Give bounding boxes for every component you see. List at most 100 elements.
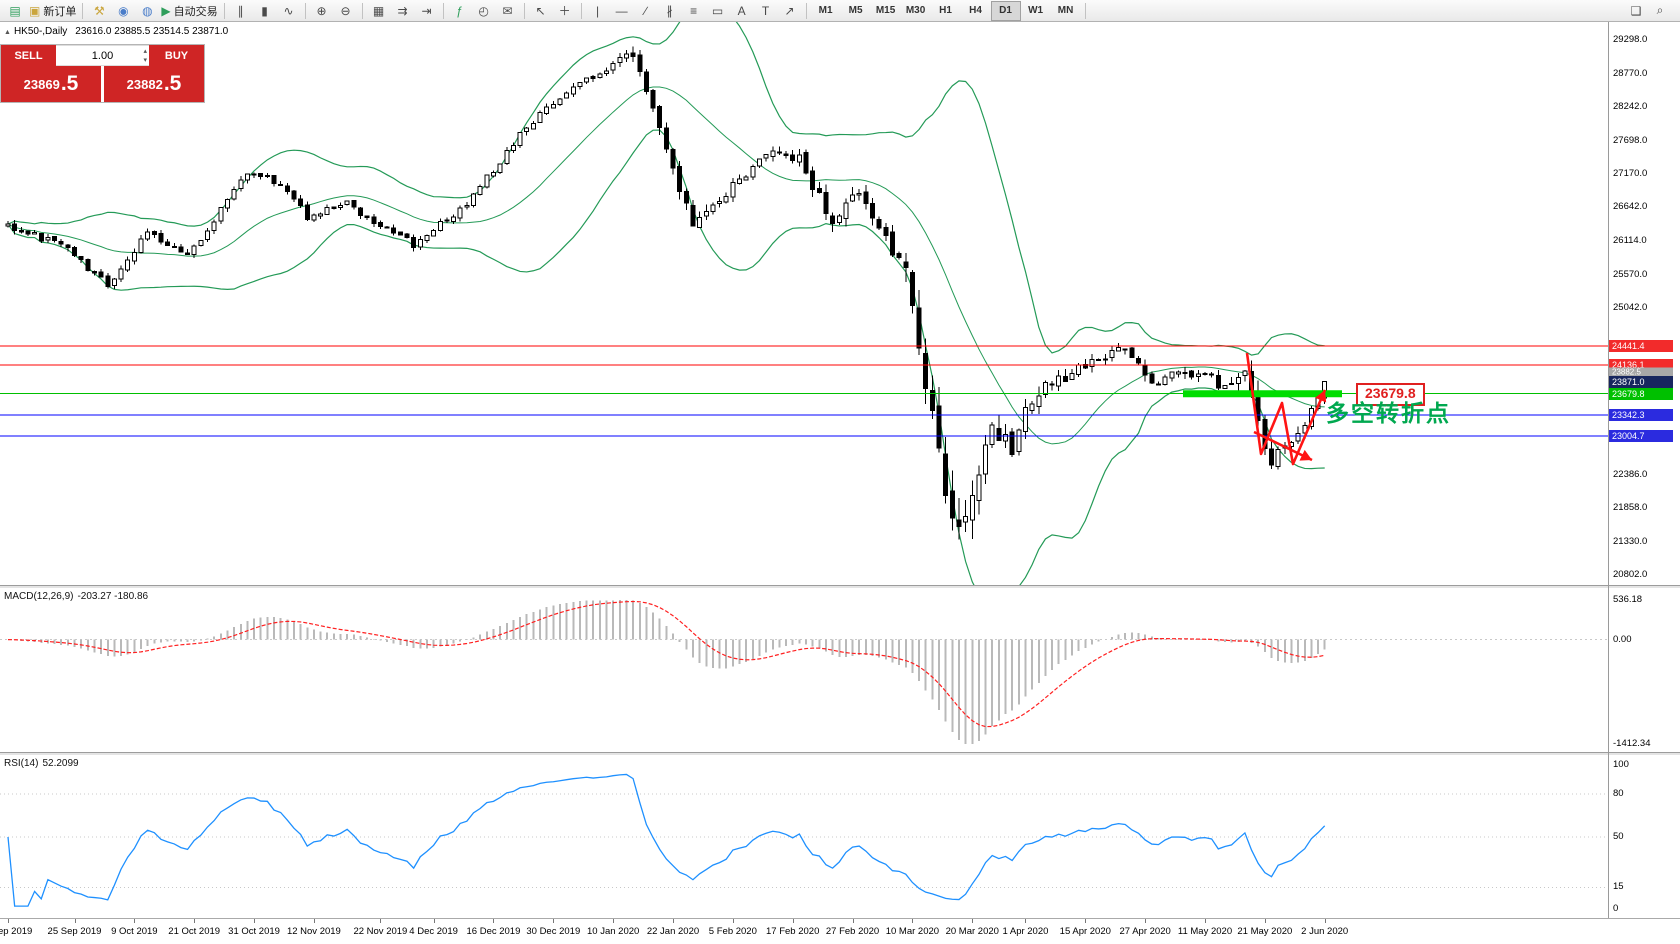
indicators-icon[interactable]: ƒ xyxy=(448,1,472,21)
timeframe-w1-button[interactable]: W1 xyxy=(1028,5,1044,16)
rsi-canvas[interactable] xyxy=(0,755,1608,918)
date-label: 11 May 2020 xyxy=(1177,926,1233,937)
arrows-icon: ↗ xyxy=(784,3,795,18)
date-label: 21 Oct 2019 xyxy=(168,926,221,937)
price-axis-chip: 23004.7 xyxy=(1609,430,1673,443)
macd-panel: MACD(12,26,9) -203.27 -180.86 536.18 0.00 -… xyxy=(0,588,1680,752)
new-order-button[interactable]: ▣ 新订单 xyxy=(27,1,78,21)
volume-input[interactable]: 1.00 ▴ ▾ xyxy=(56,45,149,66)
sell-price-fraction: .5 xyxy=(60,72,79,95)
tile-windows-icon[interactable]: ▦ xyxy=(367,1,391,21)
date-label: 10 Mar 2020 xyxy=(885,926,940,937)
toolbar-separator xyxy=(82,2,84,19)
fibonacci-icon: ≡ xyxy=(690,3,698,18)
timeframe-m5-button[interactable]: M5 xyxy=(848,5,863,16)
channel-icon: ∦ xyxy=(666,3,673,18)
panel-splitter[interactable] xyxy=(0,752,1680,755)
price-axis-label: 27698.0 xyxy=(1613,135,1648,147)
auto-scroll-icon[interactable]: ⇉ xyxy=(391,1,415,21)
chart-annotation-text: 多空转折点 xyxy=(1326,400,1451,426)
volume-stepper[interactable]: ▴ ▾ xyxy=(143,47,147,65)
channel-icon[interactable]: ∦ xyxy=(658,1,682,21)
one-click-trading-panel: SELL 1.00 ▴ ▾ BUY 23869.5 23882.5 xyxy=(0,44,205,103)
horizontal-line-icon[interactable]: — xyxy=(610,1,634,21)
timeframe-h1-button[interactable]: H1 xyxy=(939,5,952,16)
chart-shift-icon[interactable]: ⇥ xyxy=(415,1,439,21)
vertical-line-icon[interactable]: | xyxy=(586,1,610,21)
shapes-icon[interactable]: ▭ xyxy=(706,1,730,21)
date-tick xyxy=(732,919,734,923)
timeframe-m1-button[interactable]: M1 xyxy=(818,5,833,16)
timeframe-m15-button[interactable]: M15 xyxy=(875,5,896,16)
date-label: 27 Feb 2020 xyxy=(825,926,880,937)
timeframe-h4-button[interactable]: H4 xyxy=(969,5,982,16)
auto-scroll-icon: ⇉ xyxy=(397,3,408,18)
timeframe-mn-button[interactable]: MN xyxy=(1057,5,1074,16)
new-chart-icon: ▤ xyxy=(9,3,21,18)
rsi-axis-label: 50 xyxy=(1613,831,1624,842)
new-chart-icon[interactable]: ▤ xyxy=(3,1,27,21)
date-label: 12 Nov 2019 xyxy=(286,926,341,937)
date-tick xyxy=(792,919,794,923)
chart-title: ▲ HK50-,Daily 23616.0 23885.5 23514.5 2387… xyxy=(4,26,228,37)
main-chart-panel: ▲ HK50-,Daily 23616.0 23885.5 23514.5 2387… xyxy=(0,22,1680,585)
rsi-value: 52.2099 xyxy=(42,758,79,769)
price-axis-label: 25570.0 xyxy=(1613,268,1648,280)
timeframe-m30-button[interactable]: M30 xyxy=(905,5,926,16)
metaeditor-icon[interactable]: ⚒ xyxy=(87,1,111,21)
zoom-in-icon: ⊕ xyxy=(316,3,327,18)
buy-button[interactable]: BUY xyxy=(149,45,204,66)
panel-splitter[interactable] xyxy=(0,585,1680,588)
toolbar-separator xyxy=(304,2,306,19)
autotrading-button[interactable]: ▶ 自动交易 xyxy=(159,1,219,21)
price-axis-label: 28770.0 xyxy=(1613,67,1648,79)
date-label: 27 Apr 2020 xyxy=(1119,926,1171,937)
price-chart-canvas[interactable] xyxy=(0,22,1608,585)
bar-chart-icon[interactable]: ∥ xyxy=(229,1,253,21)
candlestick-chart-icon: ▮ xyxy=(261,3,268,18)
chat-icon[interactable]: ❑ xyxy=(1624,1,1648,21)
zoom-in-icon[interactable]: ⊕ xyxy=(310,1,334,21)
autotrading-icon: ▶ xyxy=(161,3,171,18)
sell-price-main: 23869 xyxy=(23,76,60,92)
crosshair-icon[interactable]: ＋ xyxy=(553,1,577,21)
arrows-icon[interactable]: ↗ xyxy=(778,1,802,21)
price-axis-chip: 24441.4 xyxy=(1609,339,1673,352)
date-label: 31 Oct 2019 xyxy=(228,926,280,937)
sell-button[interactable]: SELL xyxy=(1,45,56,66)
timeframe-d1-button[interactable]: D1 xyxy=(990,0,1021,21)
macd-axis-label: -1412.34 xyxy=(1613,738,1651,749)
line-chart-icon: ∿ xyxy=(283,3,294,18)
label-icon[interactable]: T xyxy=(754,1,778,21)
chart-symbol-label: HK50-,Daily xyxy=(13,26,68,37)
support-icon[interactable]: ◍ xyxy=(135,1,159,21)
volume-up-icon[interactable]: ▴ xyxy=(143,48,147,55)
candlestick-chart-icon[interactable]: ▮ xyxy=(253,1,277,21)
price-axis-label: 20802.0 xyxy=(1613,568,1648,580)
date-axis[interactable]: 3 Sep 2019 25 Sep 2019 9 Oct 2019 21 Oct 20… xyxy=(0,918,1680,944)
zoom-out-icon[interactable]: ⊖ xyxy=(334,1,358,21)
trendline-icon[interactable]: ∕ xyxy=(634,1,658,21)
sell-price[interactable]: 23869.5 xyxy=(1,66,101,102)
macd-axis-label: 0.00 xyxy=(1613,633,1632,645)
macd-canvas[interactable] xyxy=(0,588,1608,752)
chart-shift-icon: ⇥ xyxy=(421,3,432,18)
volume-down-icon[interactable]: ▾ xyxy=(143,57,147,64)
macd-axis-label: 536.18 xyxy=(1613,594,1643,605)
date-label: 16 Dec 2019 xyxy=(466,926,521,937)
community-icon[interactable]: ◉ xyxy=(111,1,135,21)
search-icon[interactable]: ⌕ xyxy=(1648,1,1672,21)
line-chart-icon[interactable]: ∿ xyxy=(277,1,301,21)
buy-price[interactable]: 23882.5 xyxy=(104,66,204,102)
horizontal-line-icon: — xyxy=(615,3,628,18)
cursor-icon[interactable]: ↖ xyxy=(529,1,553,21)
periods-icon: ◴ xyxy=(478,3,489,18)
date-label: 4 Dec 2019 xyxy=(409,926,458,937)
zoom-out-icon: ⊖ xyxy=(340,3,351,18)
text-icon[interactable]: A xyxy=(730,1,754,21)
shapes-icon: ▭ xyxy=(711,3,724,18)
fibonacci-icon[interactable]: ≡ xyxy=(682,1,706,21)
periods-icon[interactable]: ◴ xyxy=(472,1,496,21)
alerts-icon[interactable]: ✉ xyxy=(496,1,520,21)
text-icon: A xyxy=(737,3,746,18)
